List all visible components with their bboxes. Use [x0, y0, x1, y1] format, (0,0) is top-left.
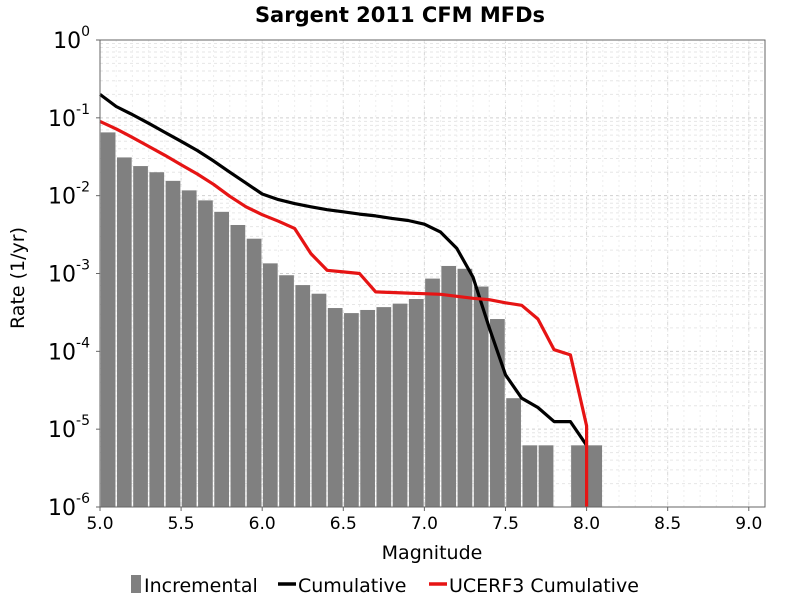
incremental-bars — [100, 132, 603, 508]
incremental-bar — [198, 200, 213, 507]
incremental-bar — [230, 224, 246, 508]
x-tick-label: 8.0 — [573, 514, 600, 534]
legend-ucerf3-label: UCERF3 Cumulative — [449, 575, 639, 597]
x-tick-label: 5.0 — [86, 514, 113, 534]
cumulative-lines — [99, 93, 589, 507]
incremental-bar — [571, 445, 586, 507]
incremental-bar — [149, 172, 165, 507]
y-tick-label: 10-3 — [48, 258, 90, 288]
incremental-bar — [344, 313, 359, 507]
x-tick-label: 9.0 — [735, 514, 762, 534]
x-axis-ticks: 5.0 5.5 6.0 6.5 7.0 7.5 8.0 8.5 9.0 — [86, 507, 762, 534]
incremental-bar — [246, 238, 262, 507]
incremental-bar — [295, 285, 311, 507]
legend-cumulative-label: Cumulative — [298, 575, 406, 597]
incremental-bar — [262, 263, 278, 507]
y-tick-label: 10-1 — [48, 102, 90, 132]
chart-title: Sargent 2011 CFM MFDs — [255, 3, 545, 27]
incremental-bar — [214, 211, 230, 508]
incremental-bar — [587, 445, 603, 507]
y-tick-label: 10-4 — [48, 335, 90, 365]
incremental-bar — [311, 293, 327, 507]
x-tick-label: 7.5 — [492, 514, 519, 534]
y-tick-label: 100 — [53, 24, 90, 54]
incremental-bar — [116, 157, 132, 507]
incremental-bar — [538, 445, 554, 507]
incremental-bar — [181, 190, 197, 507]
incremental-bar — [279, 275, 294, 507]
incremental-bar — [392, 303, 408, 507]
ucerf3-cumulative-line — [99, 119, 589, 507]
legend: Incremental Cumulative UCERF3 Cumulative — [131, 575, 639, 597]
incremental-bar — [441, 265, 457, 507]
x-axis-label: Magnitude — [382, 542, 483, 564]
x-tick-label: 7.0 — [411, 514, 438, 534]
x-tick-label: 5.5 — [168, 514, 195, 534]
incremental-bar — [408, 299, 424, 507]
incremental-bar — [327, 308, 343, 507]
incremental-bar — [376, 307, 392, 507]
incremental-bar — [522, 445, 538, 507]
y-tick-label: 10-2 — [48, 180, 90, 210]
legend-incremental-label: Incremental — [144, 575, 258, 597]
x-tick-label: 8.5 — [654, 514, 681, 534]
x-tick-label: 6.5 — [330, 514, 357, 534]
y-axis-ticks: 100 10-1 10-2 10-3 10-4 10-5 10-6 — [48, 24, 100, 521]
incremental-bar — [133, 166, 148, 508]
x-tick-label: 6.0 — [249, 514, 276, 534]
incremental-bar — [457, 268, 473, 507]
incremental-bar — [473, 286, 489, 507]
incremental-bar — [165, 180, 181, 507]
legend-incremental-swatch — [131, 575, 141, 593]
incremental-bar — [360, 309, 375, 507]
y-axis-label: Rate (1/yr) — [7, 227, 29, 329]
cumulative-line — [99, 93, 588, 447]
y-tick-label: 10-5 — [48, 413, 90, 443]
incremental-bar — [425, 278, 440, 507]
y-tick-label: 10-6 — [48, 491, 90, 521]
incremental-bar — [506, 398, 521, 507]
incremental-bar — [100, 132, 116, 508]
